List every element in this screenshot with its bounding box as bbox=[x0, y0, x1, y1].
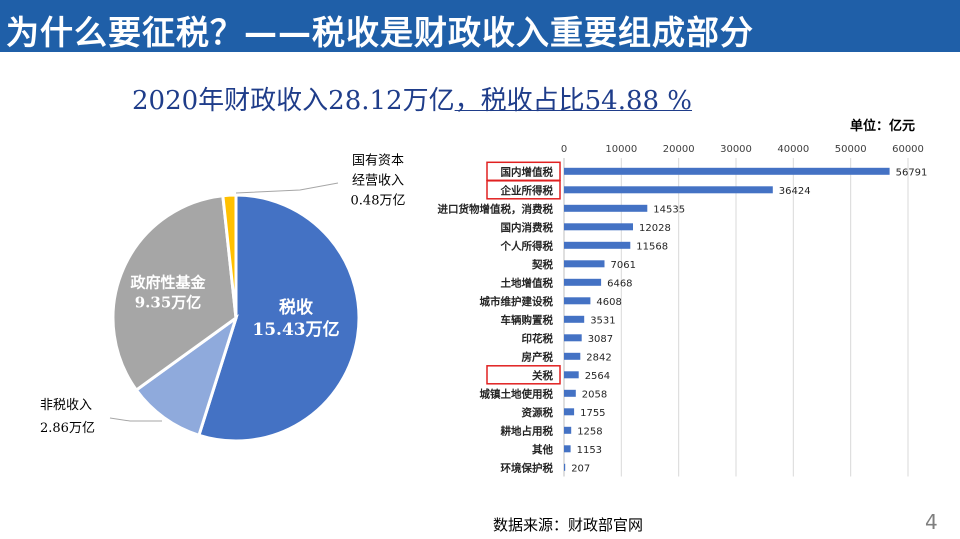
bar bbox=[564, 204, 648, 212]
bar-value-label: 207 bbox=[571, 463, 590, 474]
bar bbox=[564, 167, 890, 175]
unit-label: 单位：亿元 bbox=[850, 119, 916, 134]
category-label: 环境保护税 bbox=[501, 461, 554, 474]
x-tick-label: 10000 bbox=[605, 144, 637, 155]
x-tick-label: 20000 bbox=[663, 144, 695, 155]
category-label: 印花税 bbox=[522, 332, 554, 345]
subtitle-prefix: 2020年财政收入28.12万亿 bbox=[132, 86, 455, 116]
pie-label-state-capital: 0.48万亿 bbox=[351, 194, 406, 209]
bar-value-label: 14535 bbox=[653, 204, 685, 215]
bar-value-label: 2842 bbox=[586, 352, 611, 363]
bar-value-label: 1153 bbox=[577, 445, 602, 456]
category-label: 资源税 bbox=[522, 406, 554, 419]
bar-value-label: 3087 bbox=[588, 334, 613, 345]
pie-label-tax: 15.43万亿 bbox=[252, 319, 339, 340]
bar-value-label: 1755 bbox=[580, 408, 605, 419]
category-label: 房产税 bbox=[522, 350, 554, 363]
bar bbox=[564, 463, 566, 471]
bar-value-label: 2058 bbox=[582, 389, 607, 400]
category-label: 城市维护建设税 bbox=[480, 295, 554, 308]
bar bbox=[564, 389, 576, 397]
bar bbox=[564, 297, 591, 305]
pie-leader-line bbox=[109, 417, 162, 422]
bar bbox=[564, 315, 585, 323]
pie-label-nontax: 非税收入 bbox=[40, 398, 92, 413]
x-tick-label: 40000 bbox=[777, 144, 809, 155]
bar-value-label: 56791 bbox=[896, 167, 928, 178]
category-label: 个人所得税 bbox=[500, 239, 554, 252]
pie-label-tax: 税收 bbox=[279, 297, 313, 318]
x-tick-label: 50000 bbox=[835, 144, 867, 155]
subtitle-highlight: ，税收占比54.88 % bbox=[454, 86, 693, 116]
pie-slice-state-capital bbox=[221, 193, 238, 319]
x-tick-label: 30000 bbox=[720, 144, 752, 155]
x-tick-label: 0 bbox=[561, 144, 567, 155]
title-banner: 为什么要征税？——税收是财政收入重要组成部分 bbox=[0, 0, 960, 52]
category-label: 进口货物增值税，消费税 bbox=[438, 202, 554, 215]
bar bbox=[564, 408, 575, 416]
bar-value-label: 6468 bbox=[607, 278, 632, 289]
bar-value-label: 36424 bbox=[779, 186, 811, 197]
bar-value-label: 11568 bbox=[636, 241, 668, 252]
category-label: 企业所得税 bbox=[500, 184, 554, 197]
bar-value-label: 4608 bbox=[596, 297, 621, 308]
category-label: 城镇土地使用税 bbox=[480, 387, 554, 400]
highlight-box bbox=[486, 180, 561, 200]
page-number: 4 bbox=[925, 510, 938, 534]
bar bbox=[564, 186, 773, 194]
pie-label-state-capital: 经营收入 bbox=[352, 174, 404, 189]
source-note: 数据来源：财政部官网 bbox=[493, 516, 644, 534]
pie-label-nontax: 2.86万亿 bbox=[40, 421, 95, 436]
category-label: 车辆购置税 bbox=[501, 313, 554, 326]
slide-title: 为什么要征税？——税收是财政收入重要组成部分 bbox=[6, 13, 754, 52]
category-label: 国内消费税 bbox=[501, 221, 554, 234]
pie-slice-tax bbox=[197, 193, 361, 443]
bar bbox=[564, 334, 582, 342]
pie-leader-line bbox=[235, 182, 339, 194]
pie-slice-fund bbox=[111, 194, 238, 393]
category-label: 关税 bbox=[532, 369, 553, 382]
bar bbox=[564, 278, 602, 286]
x-tick-label: 60000 bbox=[892, 144, 924, 155]
bar bbox=[564, 352, 581, 360]
bar bbox=[564, 426, 572, 434]
category-label: 契税 bbox=[531, 258, 553, 271]
pie-label-fund: 9.35万亿 bbox=[135, 293, 202, 311]
category-label: 耕地占用税 bbox=[501, 424, 554, 437]
bar-value-label: 7061 bbox=[611, 260, 636, 271]
bar bbox=[564, 445, 571, 453]
bar bbox=[564, 371, 579, 379]
category-label: 国内增值税 bbox=[501, 165, 554, 178]
category-label: 其他 bbox=[532, 443, 553, 456]
category-label: 土地增值税 bbox=[501, 276, 554, 289]
bar-value-label: 2564 bbox=[585, 371, 610, 382]
pie-label-state-capital: 国有资本 bbox=[352, 154, 404, 169]
bar-value-label: 1258 bbox=[577, 426, 602, 437]
pie-slice-nontax bbox=[134, 314, 239, 438]
bar-value-label: 12028 bbox=[639, 223, 671, 234]
bar bbox=[564, 223, 633, 231]
bar bbox=[564, 260, 605, 268]
bar bbox=[564, 241, 631, 249]
pie-label-fund: 政府性基金 bbox=[130, 273, 206, 291]
bar-value-label: 3531 bbox=[590, 315, 615, 326]
subtitle: 2020年财政收入28.12万亿，税收占比54.88 % bbox=[132, 80, 692, 117]
highlight-box bbox=[486, 365, 561, 385]
